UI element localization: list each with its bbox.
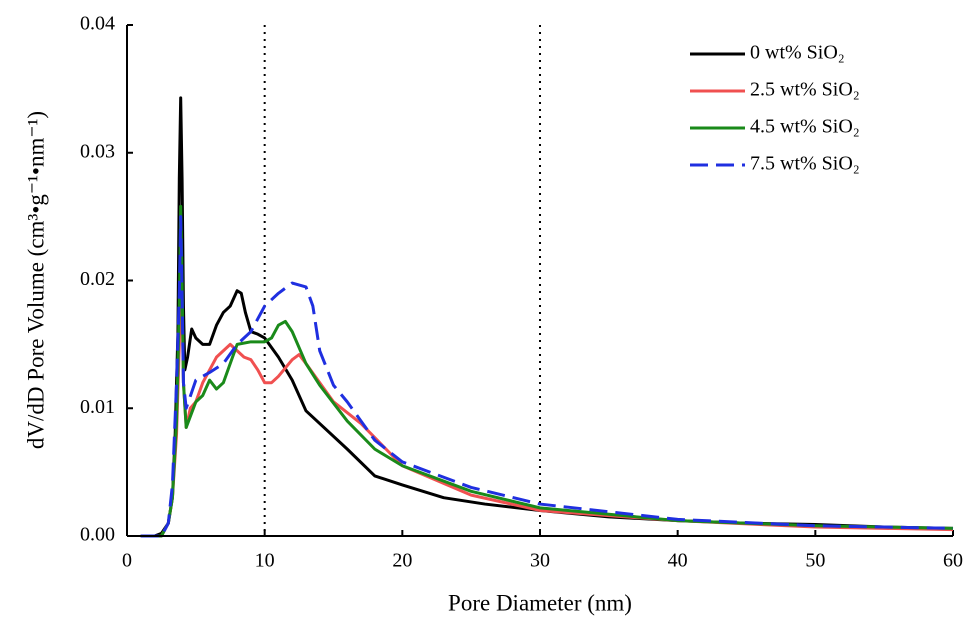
series-line xyxy=(140,215,954,538)
x-tick-label: 20 xyxy=(392,550,412,572)
legend-label: 7.5 wt% SiO₂ xyxy=(750,153,860,175)
y-tick-label: 0.02 xyxy=(80,268,115,290)
x-tick-label: 30 xyxy=(530,550,550,572)
y-tick-label: 0.04 xyxy=(80,13,115,35)
series-line xyxy=(140,204,954,538)
x-tick-label: 40 xyxy=(668,550,688,572)
x-tick-label: 60 xyxy=(943,550,963,572)
x-axis-title: Pore Diameter (nm) xyxy=(448,590,632,615)
x-tick-label: 0 xyxy=(122,550,132,572)
y-tick-label: 0.00 xyxy=(80,524,115,546)
y-tick-label: 0.03 xyxy=(80,140,115,162)
legend-label: 0 wt% SiO₂ xyxy=(750,42,845,64)
legend-label: 2.5 wt% SiO₂ xyxy=(750,79,860,101)
series-line xyxy=(140,96,954,538)
y-tick-label: 0.01 xyxy=(80,396,115,418)
x-tick-label: 10 xyxy=(255,550,275,572)
y-axis-title: dV/dD Pore Volume (cm³•g⁻¹•nm⁻¹) xyxy=(23,111,48,449)
legend-label: 4.5 wt% SiO₂ xyxy=(750,116,860,138)
x-tick-label: 50 xyxy=(805,550,825,572)
